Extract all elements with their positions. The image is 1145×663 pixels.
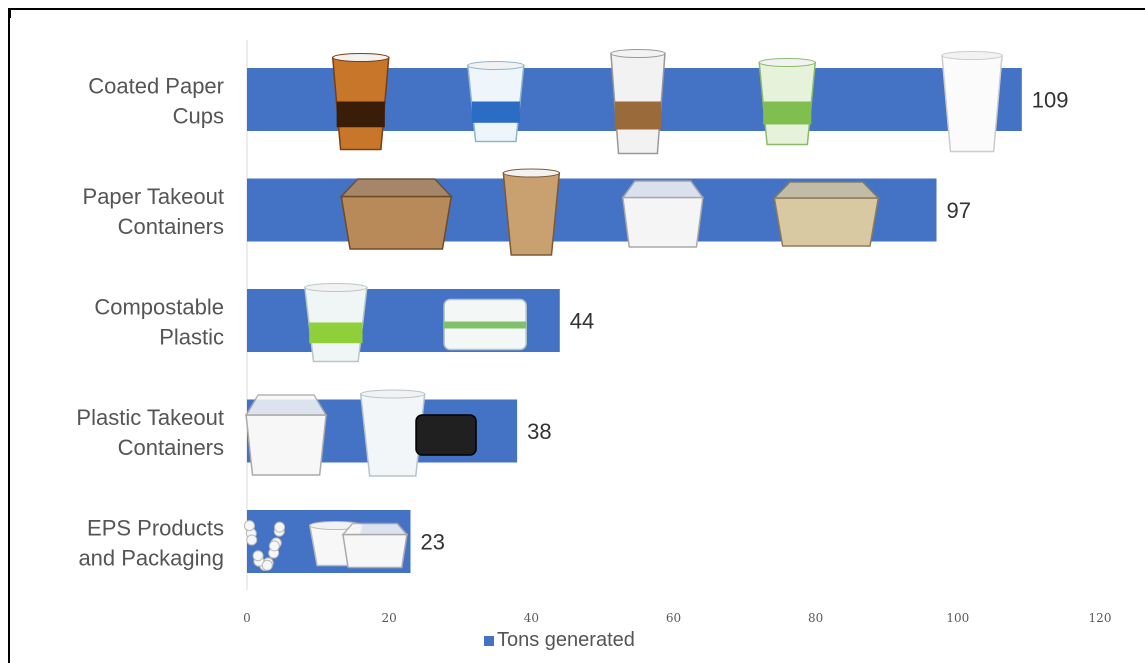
category-label-line: Plastic: [159, 325, 224, 350]
kraft-takeout-box-images-icon: [339, 168, 881, 256]
clear-compostable-cup-icon: [304, 283, 368, 363]
category-label-line: and Packaging: [78, 546, 224, 571]
frame-corner-tick: [10, 10, 11, 18]
fry-sleeve-icon: [502, 168, 561, 256]
eps-packing-peanuts-images-icon: [243, 520, 409, 571]
data-label: 109: [1032, 88, 1069, 113]
x-tick-label: 40: [524, 611, 539, 625]
x-tick-label: 0: [243, 611, 251, 625]
bagasse-clamshell-icon: [772, 181, 881, 247]
x-tick-label: 100: [946, 611, 969, 625]
category-label: EPS Products and Packaging: [78, 516, 224, 571]
x-tick-label: 120: [1089, 611, 1112, 625]
legend-swatch: [484, 636, 494, 646]
x-tick-label: 20: [382, 611, 397, 625]
white-takeout-pail-icon: [621, 180, 705, 248]
clear-portion-cups-icon: [443, 298, 527, 351]
black-round-container-icon: [415, 414, 477, 456]
category-label-line: Plastic Takeout: [76, 405, 224, 430]
category-label: Coated Paper Cups: [88, 74, 224, 129]
category-label-line: EPS Products: [87, 516, 224, 541]
category-label-line: Compostable: [94, 295, 224, 320]
category-label: Paper Takeout Containers: [83, 184, 224, 239]
foam-hinged-container-icon: [244, 394, 328, 476]
paper-cup-green-icon: [758, 58, 817, 146]
category-label-line: Containers: [118, 435, 224, 460]
category-label-line: Containers: [118, 214, 224, 239]
category-label: Compostable Plastic: [94, 295, 224, 350]
data-label: 23: [420, 530, 444, 555]
paper-cup-brown-icon: [331, 53, 390, 151]
clear-compostable-cup-images-icon: [304, 283, 527, 363]
chart-frame: [8, 8, 1145, 663]
foam-hinged-container-images-icon: [244, 389, 477, 477]
category-label: Plastic Takeout Containers: [76, 405, 224, 460]
x-tick-label: 60: [666, 611, 681, 625]
category-label-line: Paper Takeout: [83, 184, 224, 209]
data-label: 38: [527, 419, 551, 444]
category-label-line: Coated Paper: [88, 74, 224, 99]
data-label: 44: [570, 309, 594, 334]
paper-cup-brown-images-icon: [331, 49, 1003, 155]
kraft-takeout-box-icon: [339, 178, 454, 250]
paper-cup-white-icon: [941, 51, 1003, 153]
paper-cup-pattern-icon: [466, 61, 525, 143]
eps-packing-peanuts-icon: [243, 520, 286, 571]
coffee-cup-lid-icon: [610, 49, 666, 155]
x-tick-label: 80: [808, 611, 823, 625]
data-label: 97: [947, 198, 971, 223]
category-label-line: Cups: [173, 104, 224, 129]
legend-label: Tons generated: [497, 629, 635, 651]
eps-clamshell-icon: [341, 522, 409, 569]
clear-plastic-cup-icon: [359, 389, 426, 477]
